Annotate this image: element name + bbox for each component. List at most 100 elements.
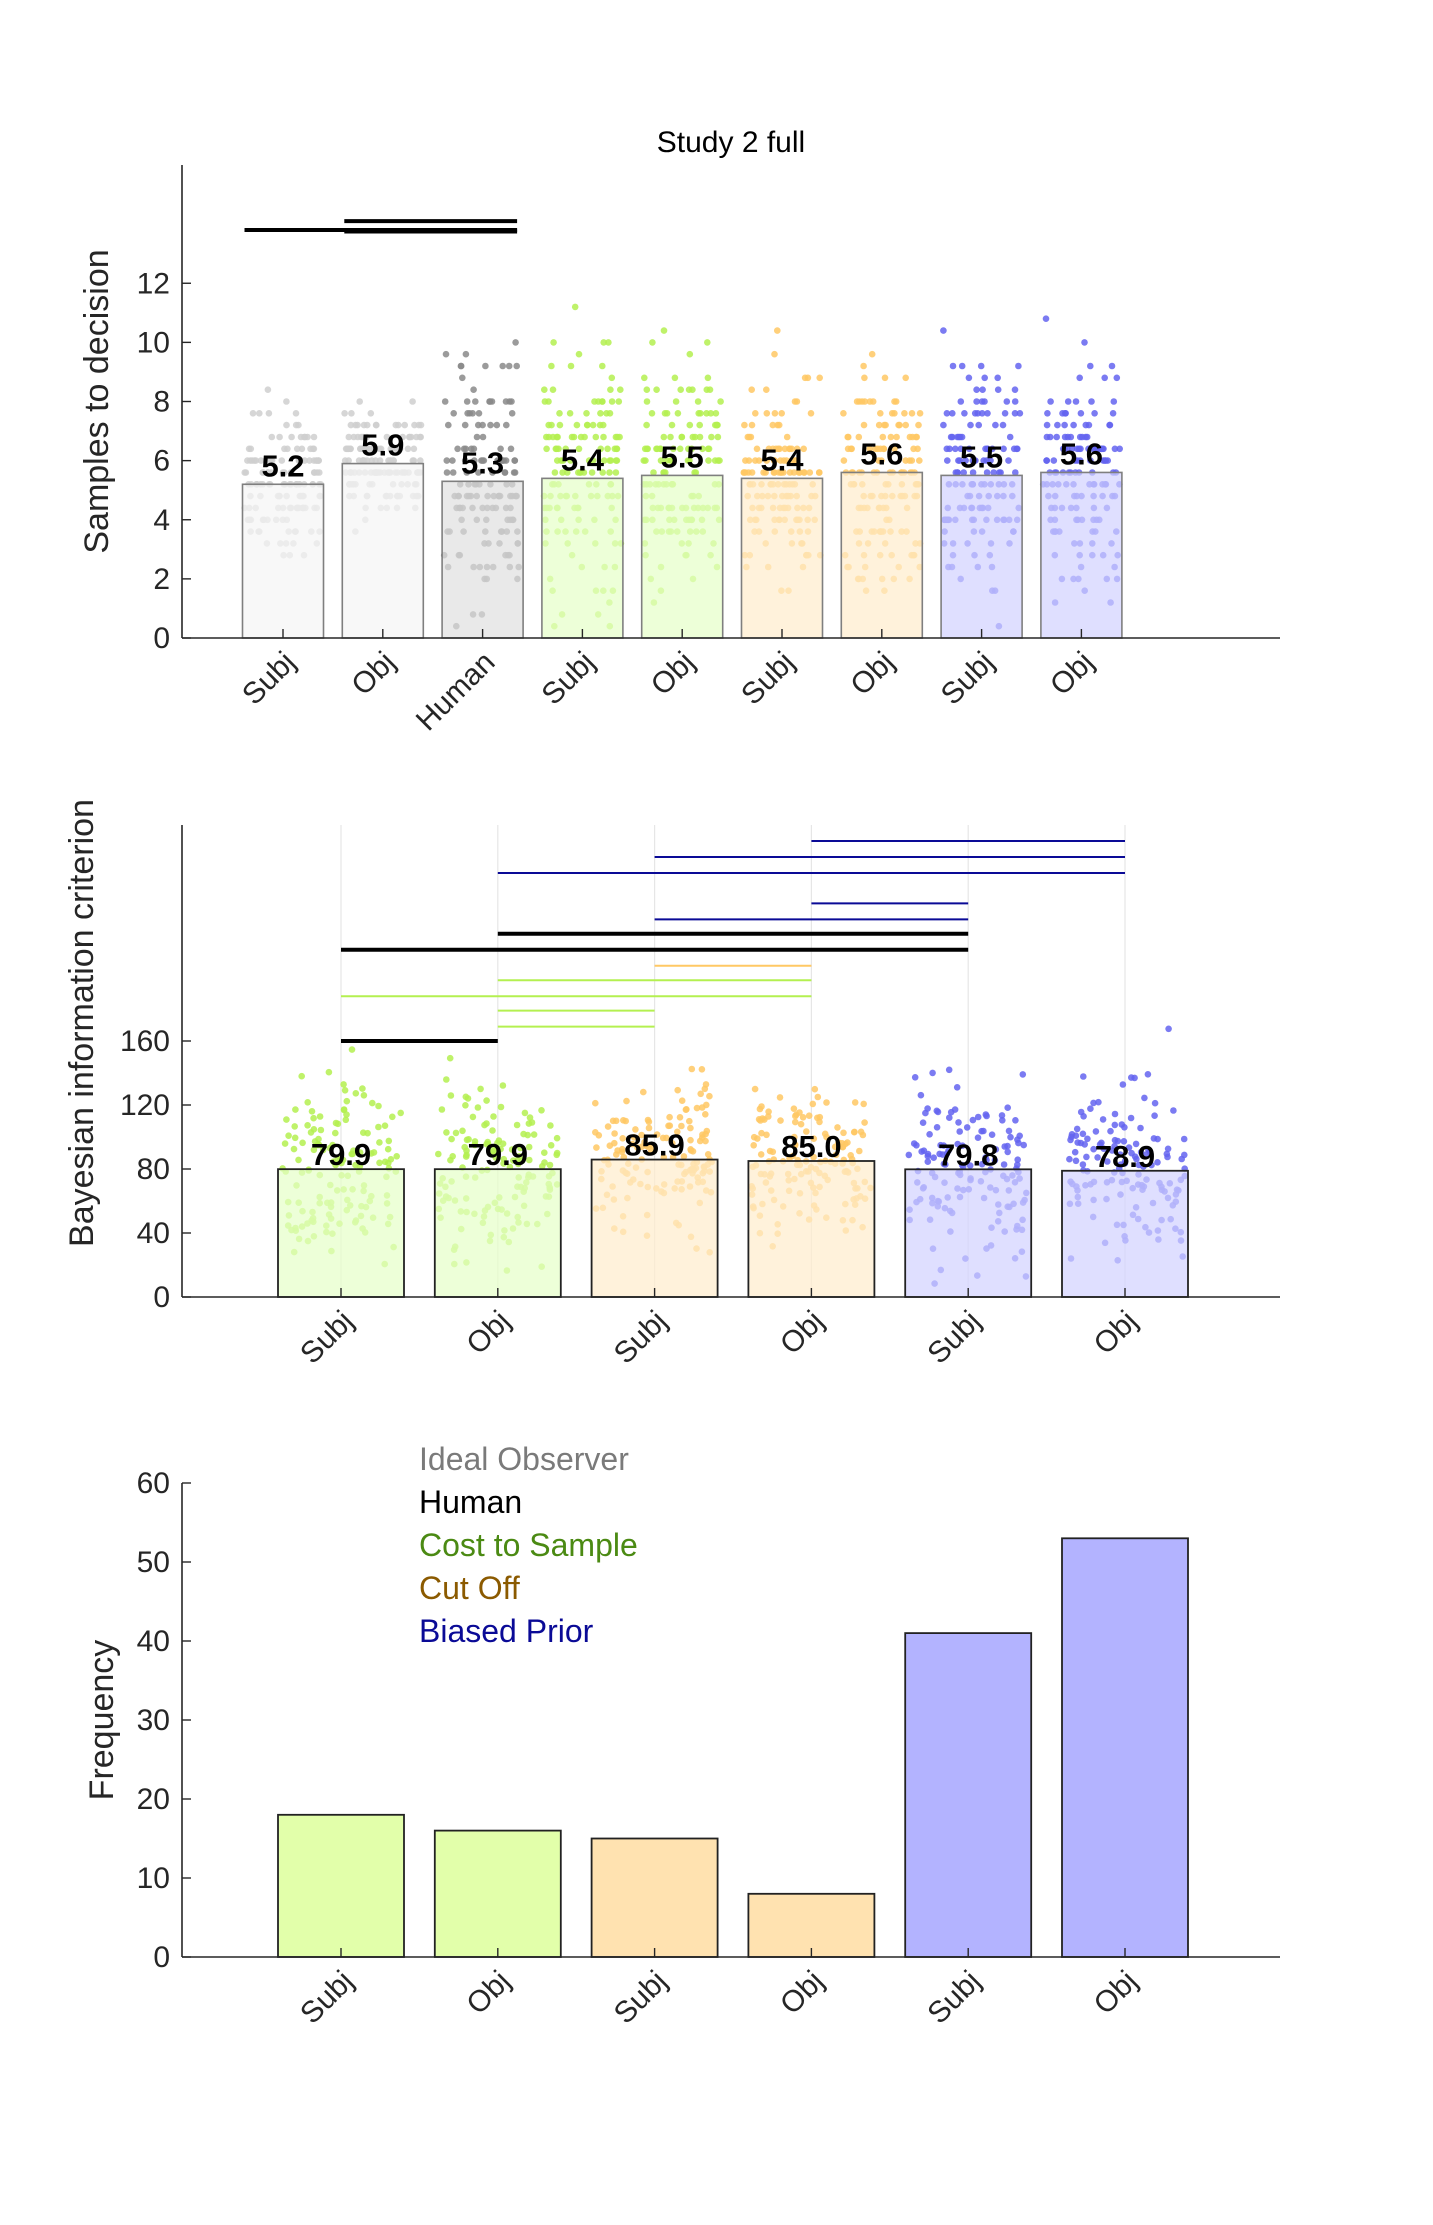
data-point: [521, 1109, 529, 1117]
data-point: [247, 445, 255, 453]
data-point: [1137, 1124, 1144, 1132]
data-point: [1137, 1148, 1145, 1156]
data-point: [696, 433, 704, 441]
data-point: [1154, 1159, 1161, 1166]
data-point: [599, 362, 606, 370]
data-point: [793, 398, 801, 405]
data-point: [1079, 1161, 1087, 1168]
data-point: [1091, 410, 1098, 417]
data-point: [438, 1106, 446, 1113]
data-point: [965, 374, 973, 382]
data-point: [901, 410, 908, 417]
data-point: [497, 445, 504, 453]
data-point: [878, 457, 885, 464]
data-point: [1001, 410, 1009, 417]
data-point: [1046, 433, 1054, 441]
data-point: [629, 1140, 636, 1148]
data-point: [389, 1113, 396, 1121]
data-point: [1005, 1127, 1013, 1135]
data-point: [809, 1100, 817, 1108]
data-point: [1012, 1117, 1019, 1124]
data-point: [448, 1135, 455, 1143]
value-label: 5.3: [461, 445, 504, 480]
data-point: [550, 339, 557, 346]
data-point: [525, 1143, 533, 1151]
y-axis-title: Frequency: [83, 1640, 121, 1801]
data-point: [546, 1161, 554, 1169]
data-point: [683, 1106, 690, 1113]
data-point: [973, 386, 980, 394]
data-point: [918, 1148, 925, 1155]
data-point: [341, 1087, 349, 1094]
data-point: [952, 445, 959, 453]
data-point: [409, 398, 416, 405]
data-point: [674, 1086, 681, 1094]
data-point: [481, 1121, 488, 1129]
data-point: [512, 339, 519, 346]
legend-entry: Cost to Sample: [419, 1527, 638, 1563]
y-tick-label: 0: [153, 1281, 170, 1314]
data-point: [1073, 1125, 1081, 1133]
data-point: [977, 362, 985, 370]
data-point: [547, 1122, 554, 1129]
data-point: [1076, 457, 1084, 464]
data-point: [847, 1152, 854, 1159]
data-point: [525, 1120, 533, 1127]
data-point: [503, 421, 510, 429]
data-point: [832, 1151, 840, 1159]
data-point: [1109, 410, 1117, 417]
data-point: [1081, 339, 1088, 346]
bar-2: [590, 1837, 719, 1958]
data-point: [643, 386, 651, 394]
data-point: [507, 445, 515, 453]
data-point: [1090, 1099, 1097, 1107]
data-point: [774, 421, 781, 429]
data-point: [619, 1135, 626, 1142]
data-point: [660, 433, 668, 441]
value-label: 5.5: [661, 439, 704, 474]
data-point: [249, 410, 257, 417]
data-point: [260, 469, 267, 476]
y-tick-label: 80: [137, 1153, 170, 1186]
data-point: [359, 1085, 366, 1092]
data-point: [698, 1066, 706, 1073]
data-point: [1077, 445, 1084, 453]
data-point: [1068, 1131, 1076, 1138]
data-point: [446, 1054, 454, 1062]
data-point: [902, 374, 909, 382]
data-point: [520, 1130, 527, 1138]
data-point: [326, 1144, 334, 1152]
data-point: [789, 1152, 797, 1160]
data-point: [891, 445, 898, 453]
data-point: [597, 410, 604, 417]
data-point: [751, 1085, 759, 1093]
data-point: [969, 1116, 977, 1124]
data-point: [999, 1117, 1006, 1124]
data-point: [933, 1107, 941, 1115]
data-point: [401, 421, 409, 429]
data-point: [604, 1123, 612, 1130]
data-point: [632, 1126, 639, 1133]
data-point: [966, 1162, 974, 1169]
data-point: [310, 1114, 317, 1122]
data-point: [599, 398, 606, 405]
data-point: [1072, 398, 1080, 405]
legend-entry: Human: [419, 1484, 522, 1520]
legend: Ideal Observer Human Cost to Sample Cut Off…: [419, 1441, 638, 1649]
data-point: [697, 410, 704, 417]
data-point: [375, 1102, 382, 1110]
data-point: [567, 362, 575, 370]
data-point: [345, 433, 353, 441]
data-point: [706, 1092, 713, 1100]
data-point: [758, 1129, 765, 1137]
data-point: [908, 457, 916, 464]
data-point: [1043, 457, 1050, 464]
value-label: 85.0: [781, 1129, 841, 1164]
data-point: [515, 1160, 522, 1168]
data-point: [1108, 362, 1116, 370]
data-point: [459, 374, 466, 382]
data-point: [1020, 1141, 1027, 1149]
data-point: [1007, 1133, 1014, 1141]
data-point: [697, 1090, 704, 1098]
